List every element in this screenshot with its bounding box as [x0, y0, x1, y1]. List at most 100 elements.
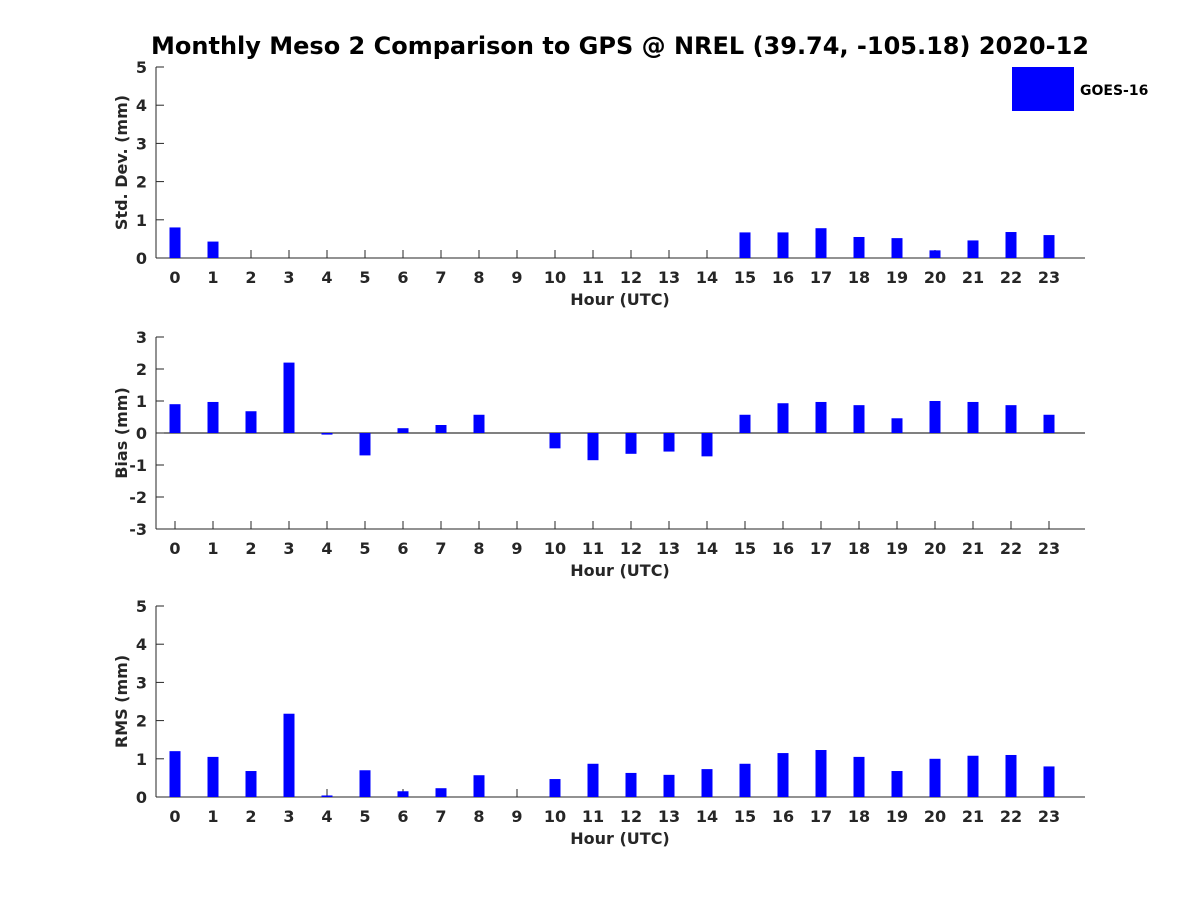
x-tick-label: 11	[582, 268, 604, 287]
chart-title: Monthly Meso 2 Comparison to GPS @ NREL …	[151, 32, 1089, 60]
x-tick-label: 18	[848, 539, 870, 558]
x-tick-label: 7	[435, 807, 446, 826]
bar	[929, 250, 941, 258]
x-tick-label: 13	[658, 268, 680, 287]
bar	[929, 758, 941, 797]
bar	[891, 418, 903, 433]
legend: GOES-16	[1012, 67, 1148, 111]
bar	[777, 403, 789, 433]
x-tick-label: 18	[848, 807, 870, 826]
bar	[283, 362, 295, 433]
y-axis-label: Std. Dev. (mm)	[112, 95, 131, 230]
legend-label: GOES-16	[1080, 83, 1148, 99]
bar	[739, 414, 751, 433]
y-tick-label: 4	[136, 635, 147, 654]
y-tick-label: -2	[129, 488, 147, 507]
bar	[169, 227, 181, 258]
x-tick-label: 13	[658, 807, 680, 826]
bar	[169, 404, 181, 433]
bar	[435, 788, 447, 797]
bar	[283, 713, 295, 797]
x-tick-label: 8	[473, 807, 484, 826]
bar	[625, 433, 637, 454]
x-tick-label: 4	[321, 539, 332, 558]
bar	[245, 411, 257, 433]
x-tick-label: 8	[473, 268, 484, 287]
bar	[625, 772, 637, 797]
bar	[1043, 766, 1055, 797]
x-tick-label: 3	[283, 539, 294, 558]
bar	[815, 401, 827, 433]
y-tick-label: 3	[136, 134, 147, 153]
bar	[435, 425, 447, 433]
bar	[1043, 414, 1055, 433]
x-tick-label: 5	[359, 807, 370, 826]
bar	[739, 763, 751, 797]
bar	[663, 433, 675, 452]
y-axis-label: Bias (mm)	[112, 387, 131, 479]
bar	[1005, 405, 1017, 433]
x-tick-label: 20	[924, 539, 946, 558]
y-tick-label: 2	[136, 360, 147, 379]
bar	[701, 433, 713, 457]
x-tick-label: 1	[207, 268, 218, 287]
x-tick-label: 6	[397, 539, 408, 558]
y-tick-label: 5	[136, 597, 147, 616]
y-tick-label: 1	[136, 392, 147, 411]
x-tick-label: 20	[924, 268, 946, 287]
bar	[549, 433, 561, 449]
bar	[359, 433, 371, 456]
bar	[663, 774, 675, 797]
bar	[169, 751, 181, 797]
x-tick-label: 13	[658, 539, 680, 558]
x-tick-label: 12	[620, 268, 642, 287]
bar	[967, 240, 979, 258]
x-tick-label: 6	[397, 268, 408, 287]
x-tick-label: 3	[283, 268, 294, 287]
x-tick-label: 0	[169, 539, 180, 558]
legend-swatch	[1012, 67, 1074, 111]
x-tick-label: 4	[321, 268, 332, 287]
x-tick-label: 1	[207, 539, 218, 558]
bar	[853, 405, 865, 433]
bar	[891, 238, 903, 258]
x-tick-label: 22	[1000, 539, 1022, 558]
x-tick-label: 23	[1038, 268, 1060, 287]
x-tick-label: 20	[924, 807, 946, 826]
bar	[397, 791, 409, 797]
x-tick-label: 12	[620, 807, 642, 826]
x-tick-label: 2	[245, 807, 256, 826]
y-tick-label: 3	[136, 673, 147, 692]
x-tick-label: 7	[435, 268, 446, 287]
x-tick-label: 17	[810, 807, 832, 826]
bar	[587, 433, 599, 461]
bar	[397, 428, 409, 433]
bar	[739, 232, 751, 258]
bar	[701, 769, 713, 797]
x-tick-label: 18	[848, 268, 870, 287]
y-tick-label: 4	[136, 96, 147, 115]
x-tick-label: 23	[1038, 539, 1060, 558]
x-axis-label: Hour (UTC)	[570, 561, 670, 580]
bar	[853, 756, 865, 797]
x-tick-label: 15	[734, 539, 756, 558]
x-axis-label: Hour (UTC)	[570, 829, 670, 848]
x-tick-label: 11	[582, 807, 604, 826]
y-tick-label: 0	[136, 249, 147, 268]
bar	[359, 770, 371, 797]
bar	[321, 795, 333, 797]
x-tick-label: 22	[1000, 268, 1022, 287]
x-tick-label: 14	[696, 268, 718, 287]
bar	[207, 401, 219, 433]
x-tick-label: 6	[397, 807, 408, 826]
bar	[549, 779, 561, 797]
x-axis-label: Hour (UTC)	[570, 290, 670, 309]
y-tick-label: -3	[129, 520, 147, 539]
x-tick-label: 10	[544, 268, 566, 287]
x-tick-label: 15	[734, 268, 756, 287]
bar	[1005, 232, 1017, 258]
